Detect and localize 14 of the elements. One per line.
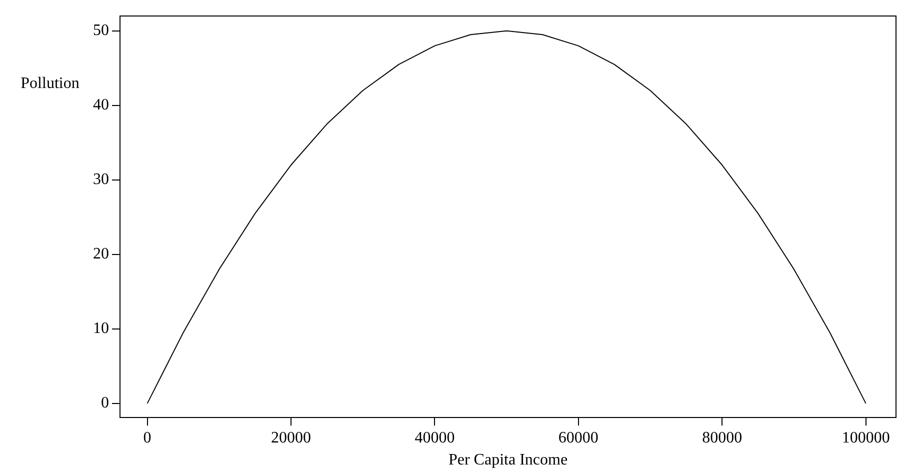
y-tick-label: 30: [93, 171, 109, 188]
y-tick-label: 20: [93, 246, 109, 263]
y-tick-label: 40: [93, 96, 109, 114]
x-tick-label: 20000: [271, 429, 312, 446]
y-tick-label: 50: [93, 22, 109, 40]
x-tick-label: 60000: [558, 429, 598, 446]
x-tick-label: 100000: [842, 429, 890, 446]
x-tick-label: 80000: [702, 429, 742, 446]
x-tick-label: 40000: [414, 429, 455, 446]
y-tick-label: 0: [101, 394, 109, 412]
x-axis-title: Per Capita Income: [448, 452, 568, 469]
y-tick-label: 10: [93, 320, 109, 338]
y-axis-title: Pollution: [20, 75, 80, 92]
x-tick-label: 0: [143, 429, 152, 446]
